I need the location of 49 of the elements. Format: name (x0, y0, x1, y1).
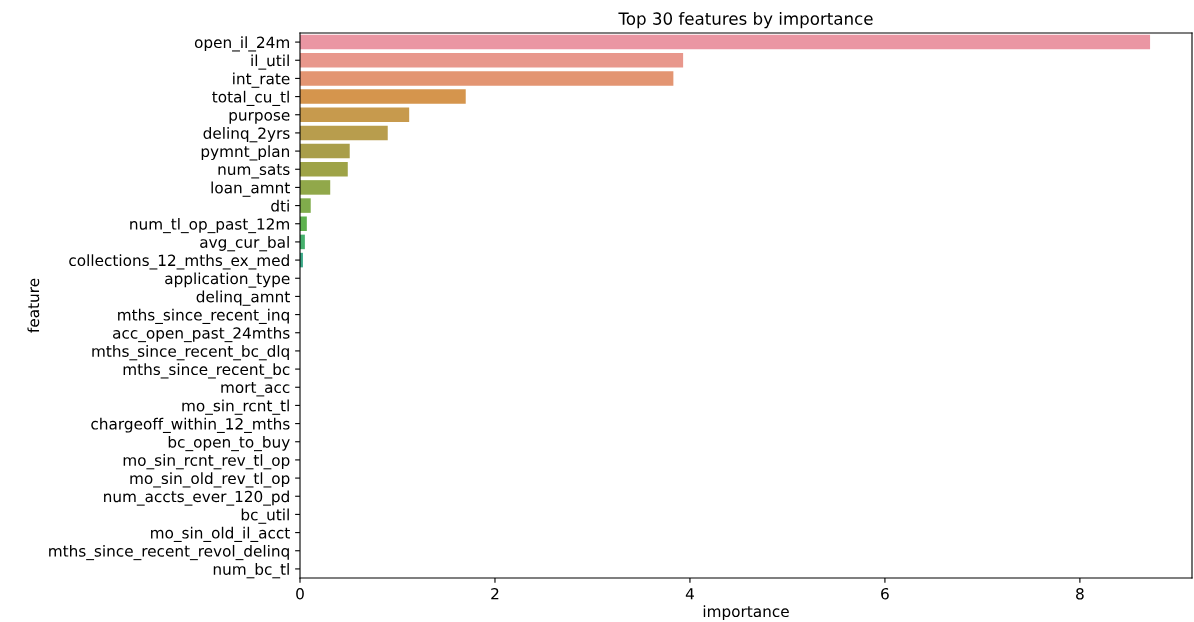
bar (300, 125, 388, 141)
y-tick-label: num_sats (218, 164, 290, 179)
y-tick-label: mths_since_recent_inq (118, 308, 289, 324)
bar (300, 161, 348, 177)
y-tick-label: acc_open_past_24mths (113, 326, 290, 343)
bar (300, 198, 311, 213)
bar (300, 52, 684, 68)
y-tick-label: il_util (251, 54, 289, 70)
y-tick-label: collections_12_mths_ex_med (69, 254, 289, 270)
y-tick-label: num_tl_op_past_12m (130, 217, 289, 234)
y-tick-label: application_type (165, 272, 290, 288)
bar (300, 143, 350, 159)
y-tick-label: loan_amnt (211, 181, 290, 197)
x-axis-title: importance (703, 605, 789, 621)
bar (300, 107, 410, 123)
y-tick-label: bc_open_to_buy (168, 435, 290, 452)
y-tick-label: mo_sin_old_rev_tl_op (130, 472, 290, 488)
y-tick-label: open_il_24m (194, 36, 289, 52)
x-tick-label: 4 (685, 588, 694, 600)
y-axis-title: feature (27, 278, 40, 333)
y-tick-label: mths_since_recent_revol_delinq (49, 544, 289, 561)
x-tick-label: 0 (296, 587, 304, 600)
y-tick-label: mort_acc (221, 382, 290, 397)
y-tick-label: num_bc_tl (213, 563, 289, 579)
y-tick-label: bc_util (241, 508, 289, 524)
y-tick-label: mo_sin_rcnt_tl (182, 399, 289, 415)
y-tick-label: pymnt_plan (201, 145, 289, 161)
bar (300, 34, 1151, 50)
y-tick-label: avg_cur_bal (200, 236, 289, 252)
y-tick-label: delinq_2yrs (203, 127, 290, 143)
chart-title: Top 30 features by importance (618, 12, 873, 29)
y-tick-label: int_rate (233, 72, 290, 88)
y-tick-label: mo_sin_rcnt_rev_tl_op (123, 454, 290, 470)
y-tick-label: num_accts_ever_120_pd (104, 490, 289, 506)
y-tick-label: purpose (229, 112, 290, 124)
bar (300, 216, 307, 232)
y-tick-label: delinq_amnt (196, 290, 290, 306)
bar (300, 89, 466, 104)
y-tick-label: total_cu_tl (212, 90, 289, 106)
y-tick-label: dti (271, 199, 289, 212)
x-tick-label: 6 (881, 587, 889, 600)
x-tick-label: 2 (491, 587, 499, 600)
bar (300, 71, 674, 86)
y-tick-label: chargeoff_within_12_mths (91, 417, 290, 433)
bar (300, 180, 331, 195)
y-tick-label: mo_sin_old_il_acct (151, 526, 290, 542)
y-tick-label: mths_since_recent_bc_dlq (92, 345, 289, 361)
x-tick-label: 8 (1076, 587, 1084, 600)
y-tick-label: mths_since_recent_bc (123, 363, 290, 379)
